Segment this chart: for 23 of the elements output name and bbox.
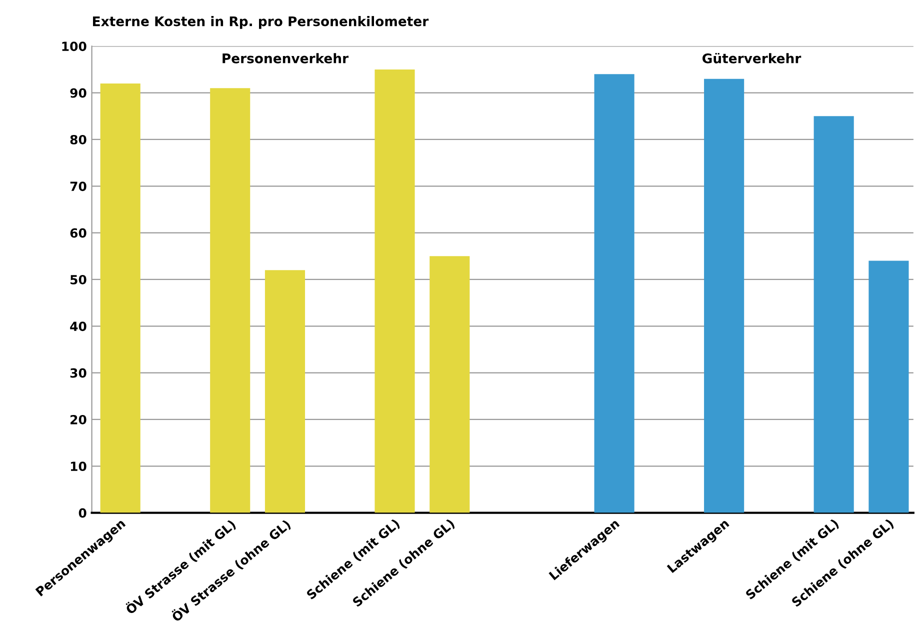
series-label: Personenverkehr (222, 53, 349, 64)
bar (374, 69, 415, 513)
bar (814, 116, 854, 513)
chart-title: Externe Kosten in Rp. pro Personenkilometer (93, 16, 429, 29)
y-tick-label: 40 (70, 322, 86, 332)
y-tick-label: 0 (78, 508, 86, 518)
series-label: Güterverkehr (702, 52, 802, 64)
y-tick-label: 10 (70, 462, 86, 472)
y-tick-label: 30 (70, 368, 86, 378)
bar (704, 78, 744, 513)
bar (264, 270, 306, 513)
y-tick-label: 90 (70, 88, 86, 98)
bar (594, 74, 634, 513)
y-tick-label: 20 (70, 414, 86, 424)
y-tick-label: 50 (70, 274, 86, 284)
bar (210, 88, 250, 513)
bar (100, 83, 140, 513)
bar (868, 260, 909, 513)
y-tick-label: 70 (70, 182, 86, 192)
bar (430, 256, 470, 513)
y-tick-label: 80 (70, 134, 86, 144)
y-tick-label: 100 (62, 42, 86, 52)
y-tick-label: 60 (70, 228, 86, 238)
